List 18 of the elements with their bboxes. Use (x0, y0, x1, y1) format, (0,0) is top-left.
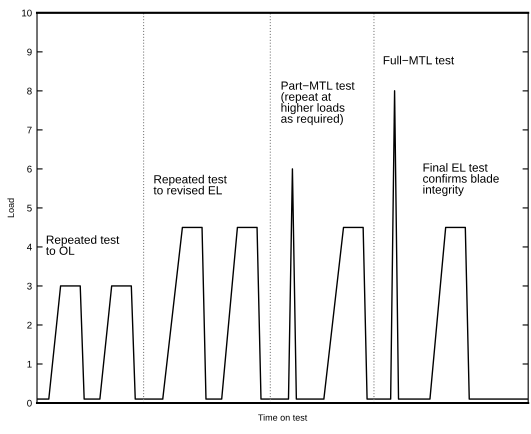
y-tick-label: 6 (27, 166, 32, 173)
annotation: Full−MTL test (384, 56, 454, 64)
y-tick-label: 2 (27, 322, 32, 328)
y-tick-label: 4 (26, 244, 32, 250)
annotation: Final EL test confirms blade integrity (423, 163, 499, 196)
y-tick-label: 0 (27, 400, 32, 407)
y-tick-label: 5 (27, 204, 32, 212)
y-tick-label: 3 (27, 282, 32, 290)
x-axis-title: Time on test (258, 414, 308, 421)
annotation: Repeated test to OL (46, 235, 120, 255)
y-axis-title: Load (7, 198, 14, 218)
y-tick-label: 10 (22, 10, 32, 16)
y-tick-label: 9 (27, 48, 32, 56)
y-tick-label: 7 (27, 126, 32, 134)
y-tick-label: 8 (27, 88, 32, 94)
annotation: Part−MTL test (repeat at higher loads as required) (281, 82, 355, 126)
y-tick-label: 1 (27, 360, 32, 368)
annotation: Repeated test to revised EL (154, 174, 227, 194)
